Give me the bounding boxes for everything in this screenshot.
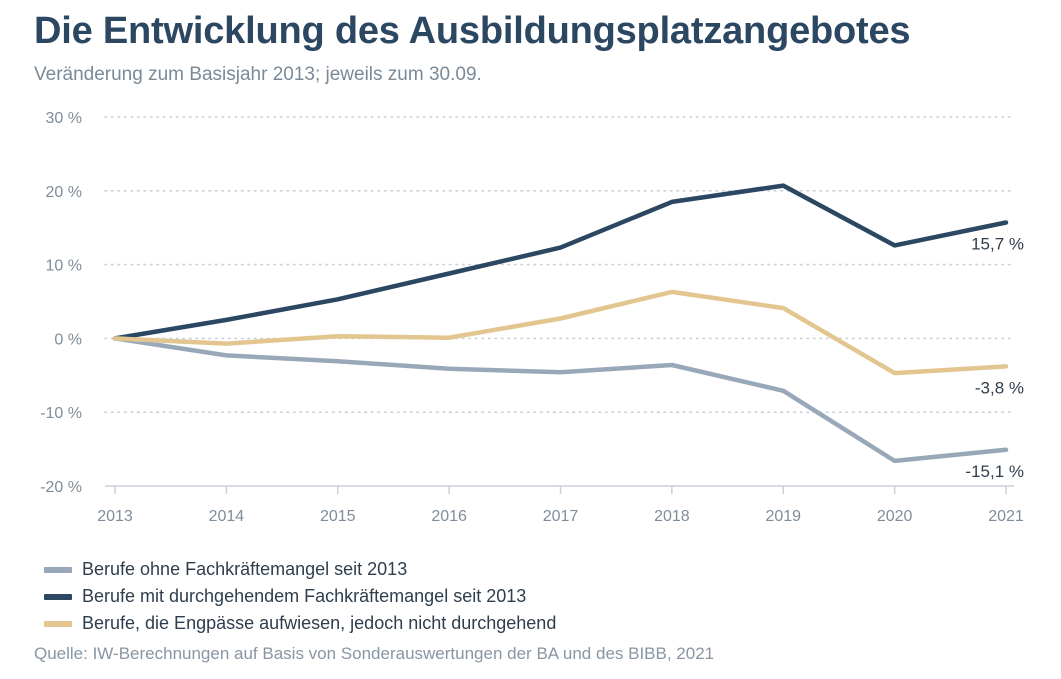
x-tick-label: 2017 [543, 508, 579, 525]
series-line-ohne [112, 336, 1009, 464]
chart-subtitle: Veränderung zum Basisjahr 2013; jeweils … [34, 64, 482, 85]
legend-item-ohne: Berufe ohne Fachkräftemangel seit 2013 [44, 556, 556, 583]
end-label: -15,1 % [965, 462, 1024, 481]
y-tick-label: -20 % [40, 479, 82, 496]
y-tick-label: 0 % [54, 331, 82, 348]
legend-swatch-ohne [44, 566, 72, 573]
x-tick-label: 2013 [97, 508, 133, 525]
legend-label-engpass: Berufe, die Engpässe aufwiesen, jedoch n… [82, 613, 557, 633]
legend-item-mit: Berufe mit durchgehendem Fachkräftemange… [44, 583, 556, 610]
y-tick-label: -10 % [40, 405, 82, 422]
legend-item-engpass: Berufe, die Engpässe aufwiesen, jedoch n… [44, 610, 556, 637]
chart-title: Die Entwicklung des Ausbildungsplatzange… [34, 10, 911, 52]
x-tick-label: 2016 [431, 508, 467, 525]
end-labels: -15,1 % 15,7 % -3,8 % [965, 235, 1024, 481]
legend-swatch-engpass [44, 620, 72, 627]
end-label: 15,7 % [971, 235, 1024, 254]
legend-label-mit: Berufe mit durchgehendem Fachkräftemange… [82, 586, 527, 606]
y-tick-label: 30 % [46, 110, 82, 127]
x-tick-label: 2021 [988, 508, 1024, 525]
x-tick-labels: 2013 2014 2015 2016 2017 2018 2019 2020 2021 [97, 508, 1024, 525]
series-line-mit [112, 183, 1009, 341]
x-axis [105, 485, 1014, 494]
x-tick-label: 2015 [320, 508, 356, 525]
legend: Berufe ohne Fachkräftemangel seit 2013 B… [44, 556, 556, 637]
y-tick-label: 20 % [46, 184, 82, 201]
x-tick-label: 2014 [209, 508, 245, 525]
end-label: -3,8 % [975, 378, 1024, 397]
x-tick-label: 2020 [877, 508, 913, 525]
y-tick-label: 10 % [46, 258, 82, 275]
source-note: Quelle: IW-Berechnungen auf Basis von So… [34, 644, 715, 663]
legend-label-ohne: Berufe ohne Fachkräftemangel seit 2013 [82, 559, 408, 579]
x-tick-label: 2019 [765, 508, 801, 525]
legend-swatch-mit [44, 593, 72, 600]
x-tick-label: 2018 [654, 508, 690, 525]
series-line-engpass [112, 289, 1009, 376]
y-tick-labels: 30 % 20 % 10 % 0 % -10 % -20 % [40, 110, 82, 496]
grid-lines [104, 116, 1015, 414]
series-lines [112, 183, 1009, 464]
